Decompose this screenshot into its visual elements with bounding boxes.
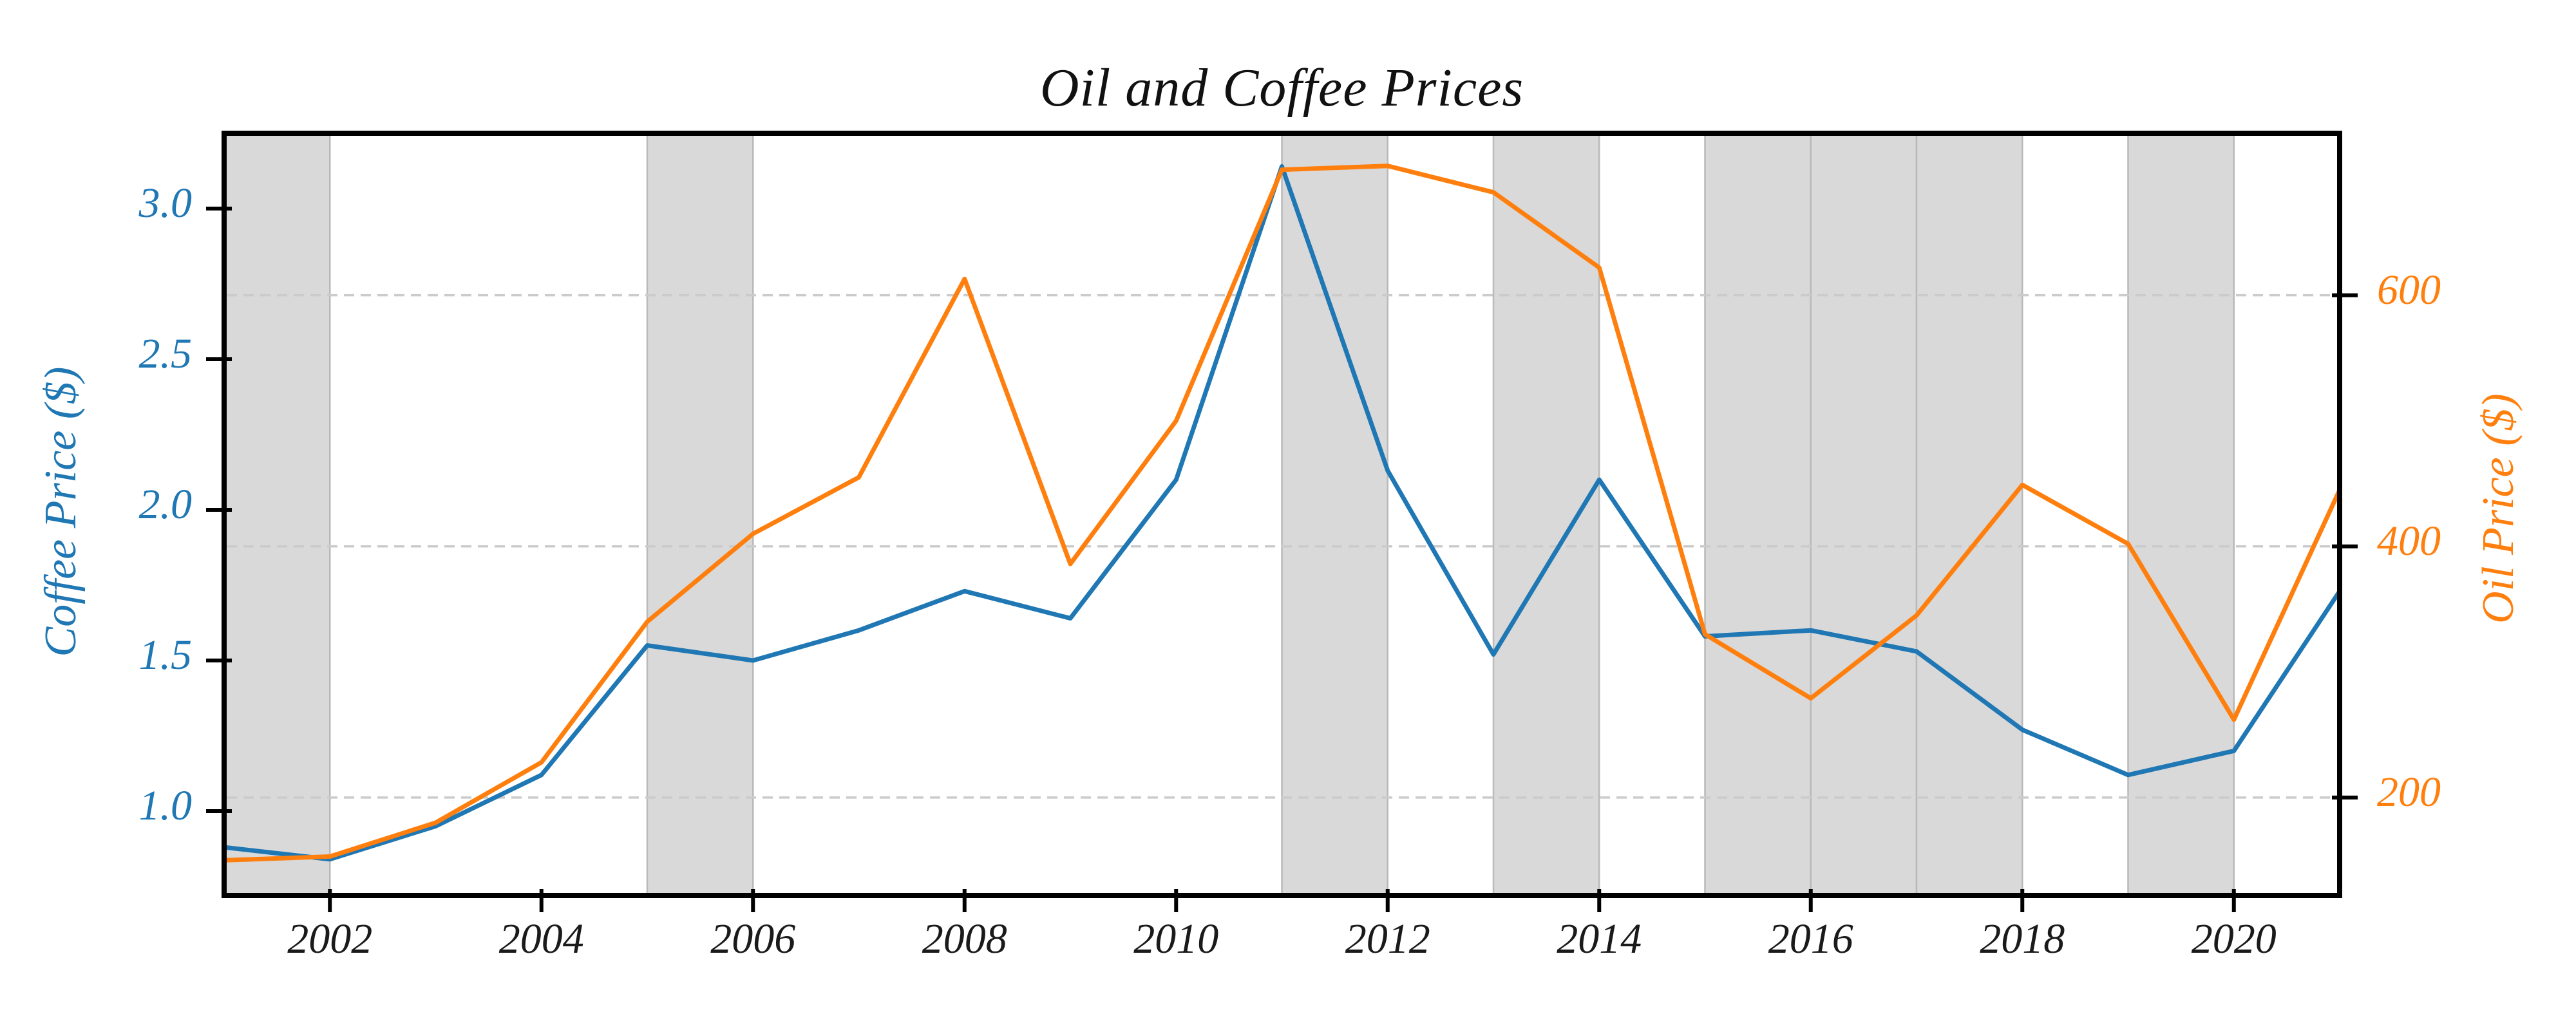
x-tick-label: 2004 — [498, 915, 584, 962]
y-left-tick-label: 1.0 — [138, 782, 193, 829]
x-tick-label: 2016 — [1768, 915, 1853, 962]
x-tick-label: 2008 — [922, 915, 1007, 962]
shaded-span — [647, 136, 753, 893]
shaded-span — [1493, 136, 1600, 893]
x-tick-label: 2018 — [1980, 915, 2065, 962]
shaded-span — [1282, 136, 1388, 893]
y-right-tick-label: 600 — [2377, 266, 2441, 314]
shaded-span — [1917, 136, 2023, 893]
y-right-tick-label: 400 — [2377, 517, 2441, 565]
shaded-span — [1705, 136, 1811, 893]
x-tick-label: 2006 — [710, 915, 796, 962]
shaded-span — [2128, 136, 2234, 893]
plot-border — [222, 131, 2342, 898]
coffee-line — [222, 164, 2342, 862]
y-left-tick-label: 2.5 — [138, 330, 193, 377]
x-tick-label: 2014 — [1557, 915, 1642, 962]
x-tick-label: 2012 — [1345, 915, 1430, 962]
x-tick-label: 2002 — [287, 915, 373, 962]
chart-title: Oil and Coffee Prices — [1039, 58, 1524, 118]
oil-line — [222, 164, 2342, 863]
y-left-tick-label: 1.5 — [138, 631, 193, 679]
y-right-tick-label: 200 — [2377, 768, 2441, 816]
x-tick-label: 2010 — [1133, 915, 1219, 962]
shaded-span — [1810, 136, 1917, 893]
x-tick-label: 2020 — [2191, 915, 2277, 962]
y-left-tick-label: 3.0 — [138, 179, 193, 227]
shaded-span — [224, 136, 330, 893]
y-left-tick-label: 2.0 — [138, 480, 193, 528]
